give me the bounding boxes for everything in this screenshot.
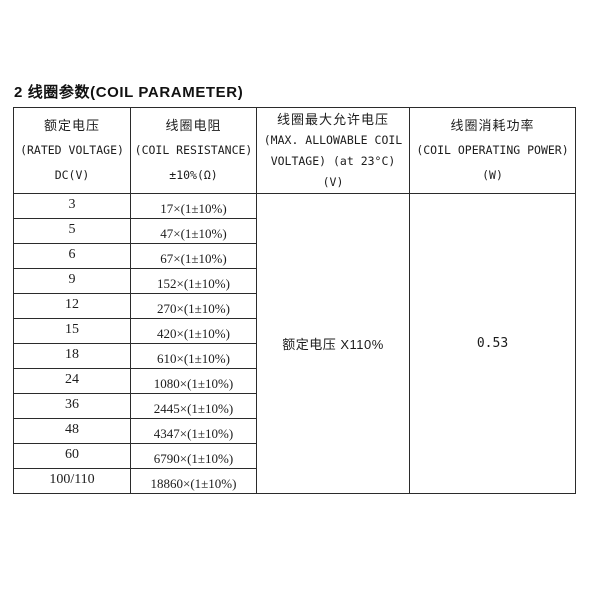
- coil-resistance-cell: 4347×(1±10%): [130, 418, 257, 444]
- header-line: 线圈电阻: [165, 118, 222, 133]
- header-line: (COIL RESISTANCE): [134, 143, 253, 157]
- header-line: (W): [482, 168, 503, 182]
- rated-voltage-cell: 12: [13, 293, 131, 319]
- max-allowable-voltage-cell: 额定电压 X110%: [256, 193, 410, 494]
- table-row: 3 17×(1±10%) 额定电压 X110% 0.53: [13, 193, 576, 494]
- coil-resistance-cell: 17×(1±10%): [130, 193, 257, 219]
- table-row: 48 4347×(1±10%): [13, 418, 576, 444]
- coil-resistance-cell: 1080×(1±10%): [130, 368, 257, 394]
- header-line: DC(V): [54, 168, 90, 182]
- table-row: 24 1080×(1±10%): [13, 368, 576, 394]
- coil-parameter-table: 额定电压 (RATED VOLTAGE) DC(V) 线圈电阻 (COIL RE…: [13, 107, 576, 494]
- coil-resistance-cell: 6790×(1±10%): [130, 443, 257, 469]
- coil-resistance-cell: 610×(1±10%): [130, 343, 257, 369]
- header-line: VOLTAGE) (at 23°C): [270, 153, 396, 168]
- header-line: (MAX. ALLOWABLE COIL: [263, 132, 403, 147]
- coil-resistance-cell: 2445×(1±10%): [130, 393, 257, 419]
- rated-voltage-cell: 5: [13, 218, 131, 244]
- rated-voltage-cell: 100/110: [13, 468, 131, 494]
- table-row: 60 6790×(1±10%): [13, 443, 576, 469]
- rated-voltage-cell: 36: [13, 393, 131, 419]
- header-line: (COIL OPERATING POWER): [416, 143, 569, 157]
- rated-voltage-cell: 9: [13, 268, 131, 294]
- header-line: ±10%(Ω): [169, 168, 218, 182]
- coil-resistance-cell: 270×(1±10%): [130, 293, 257, 319]
- rated-voltage-cell: 6: [13, 243, 131, 269]
- header-line: (RATED VOLTAGE): [20, 143, 124, 157]
- col-header-max-allowable-voltage: 线圈最大允许电压 (MAX. ALLOWABLE COIL VOLTAGE) (…: [256, 107, 410, 194]
- col-header-rated-voltage: 额定电压 (RATED VOLTAGE) DC(V): [13, 107, 131, 194]
- rated-voltage-cell: 3: [13, 193, 131, 219]
- header-line: 额定电压: [43, 118, 100, 133]
- col-header-operating-power: 线圈消耗功率 (COIL OPERATING POWER) (W): [409, 107, 576, 194]
- header-line: (V): [322, 174, 344, 189]
- table-row: 6 67×(1±10%): [13, 243, 576, 269]
- table-body: 3 17×(1±10%) 额定电压 X110% 0.53 5 47×(1±10%) 6 67×…: [13, 193, 576, 494]
- header-line: 线圈消耗功率: [450, 118, 535, 133]
- coil-resistance-cell: 152×(1±10%): [130, 268, 257, 294]
- table-row: 9 152×(1±10%): [13, 268, 576, 294]
- header-line: 线圈最大允许电压: [276, 111, 389, 127]
- table-row: 18 610×(1±10%): [13, 343, 576, 369]
- header-row: 额定电压 (RATED VOLTAGE) DC(V) 线圈电阻 (COIL RE…: [13, 107, 576, 194]
- rated-voltage-cell: 24: [13, 368, 131, 394]
- table-row: 100/110 18860×(1±10%): [13, 468, 576, 494]
- coil-resistance-cell: 47×(1±10%): [130, 218, 257, 244]
- table-row: 36 2445×(1±10%): [13, 393, 576, 419]
- col-header-coil-resistance: 线圈电阻 (COIL RESISTANCE) ±10%(Ω): [130, 107, 257, 194]
- operating-power-cell: 0.53: [409, 193, 576, 494]
- coil-resistance-cell: 67×(1±10%): [130, 243, 257, 269]
- rated-voltage-cell: 15: [13, 318, 131, 344]
- rated-voltage-cell: 60: [13, 443, 131, 469]
- coil-resistance-cell: 18860×(1±10%): [130, 468, 257, 494]
- rated-voltage-cell: 18: [13, 343, 131, 369]
- rated-voltage-cell: 48: [13, 418, 131, 444]
- section-title: 2 线圈参数(COIL PARAMETER): [14, 84, 244, 101]
- coil-resistance-cell: 420×(1±10%): [130, 318, 257, 344]
